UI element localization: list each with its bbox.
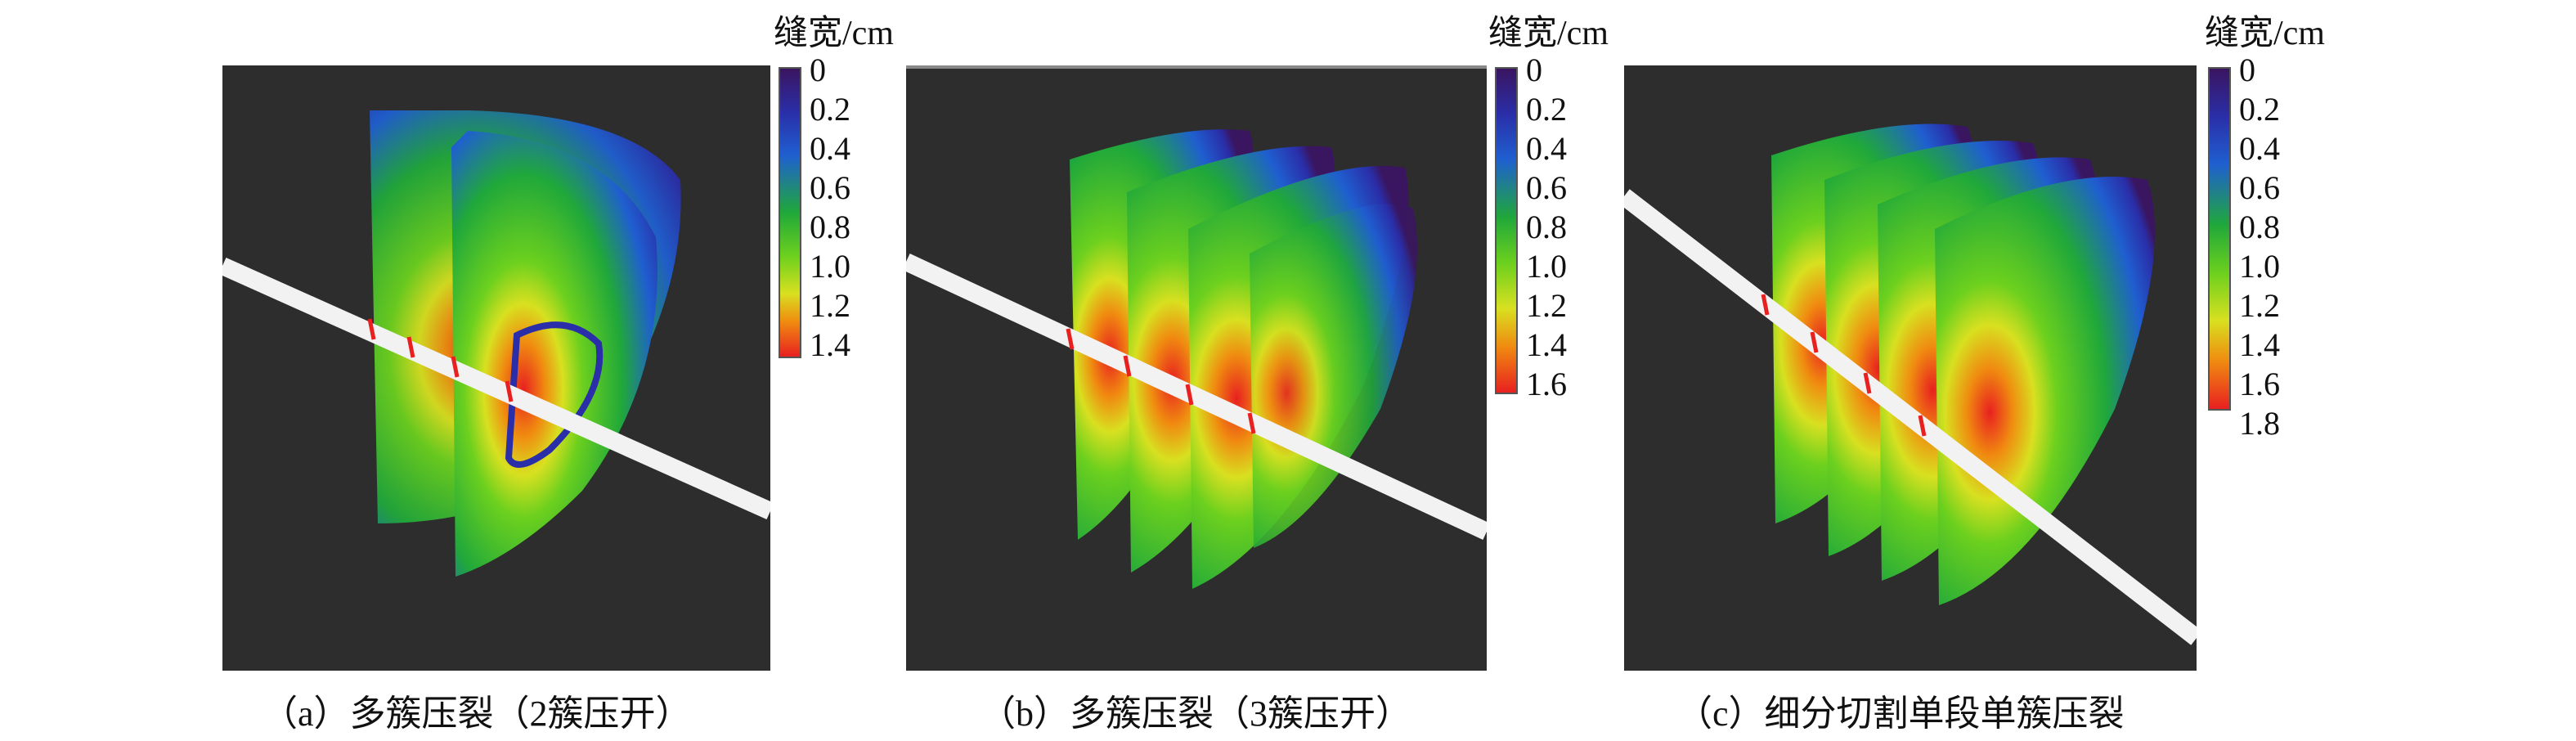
caption-a: （a）多簇压裂（2簇压开） [262,694,692,734]
fracture-svg-a [222,110,770,577]
colorbar-tick-label: 1.6 [1526,366,1567,402]
perforation-marks [367,318,514,402]
fracture-plot-c [1624,65,2197,671]
colorbar-tick-label: 0.4 [810,130,850,167]
colorbar-tick-label: 0.6 [1526,169,1567,206]
colorbar-tick-label: 0.2 [1526,91,1567,128]
colorbar-tick-label: 0.2 [810,91,850,128]
colorbar-tick-label: 0.4 [1526,130,1567,167]
colorbar-tick-label: 1.8 [2239,405,2280,442]
colorbar-tick-label: 1.0 [1526,248,1567,285]
colorbar-tick-label: 0 [2239,52,2255,88]
perforation-marks [1066,328,1256,434]
colorbar-tick-label: 1.0 [2239,248,2280,285]
colorbar-tick-label: 0.6 [810,169,850,206]
colorbar-tick-label: 1.4 [2239,326,2280,363]
fracture-plot-b [906,65,1487,671]
perforation-marks [1761,294,1927,437]
wellbore [1624,189,2197,645]
colorbar-tick-label: 0 [1526,52,1542,88]
colorbar-a [779,67,801,358]
fracture-plot-a [222,65,770,671]
panel-a: 缝宽/cm 0 0.2 0.4 0.6 0.8 1.0 1.2 1.4 （a）多簇压裂（2簇压… [0,0,900,741]
fracture-wing-4 [1250,204,1417,549]
colorbar-tick-label: 1.4 [1526,326,1567,363]
fracture-svg-b [906,65,1487,589]
colorbar-tick-label: 1.0 [810,248,850,285]
colorbar-tick-label: 0.2 [2239,91,2280,128]
panel-b: 缝宽/cm 0 0.2 0.4 0.6 0.8 1.0 1.2 1.4 1.6 （b）多簇压裂（… [906,15,1609,734]
colorbar-tick-label: 1.2 [1526,287,1567,324]
colorbar-title-b: 缝宽/cm [1488,15,1609,52]
colorbar-tick-label: 0.4 [2239,130,2280,167]
wellbore [906,254,1487,540]
caption-b: （b）多簇压裂（3簇压开） [980,694,1411,734]
colorbar-tick-label: 0.6 [2239,169,2280,206]
colorbar-tick-label: 0.8 [810,209,850,245]
wellbore [222,257,770,520]
colorbar-tick-label: 0 [810,52,826,88]
colorbar-tick-label: 1.2 [2239,287,2280,324]
colorbar-tick-label: 1.6 [2239,366,2280,402]
colorbar-c [2208,67,2231,411]
colorbar-tick-label: 1.2 [810,287,850,324]
fracture-inner-contour [505,321,604,468]
fracture-svg-c [1624,124,2197,645]
colorbar-title-a: 缝宽/cm [774,15,894,52]
fracture-wing-4 [1935,177,2155,605]
colorbar-b [1495,67,1518,394]
colorbar-tick-label: 0.8 [1526,209,1567,245]
colorbar-tick-label: 1.4 [810,326,850,363]
colorbar-tick-label: 0.8 [2239,209,2280,245]
colorbar-title-c: 缝宽/cm [2205,15,2325,52]
caption-c: （c）细分切割单段单簇压裂 [1676,694,2125,734]
fracture-wing-2 [451,131,657,577]
